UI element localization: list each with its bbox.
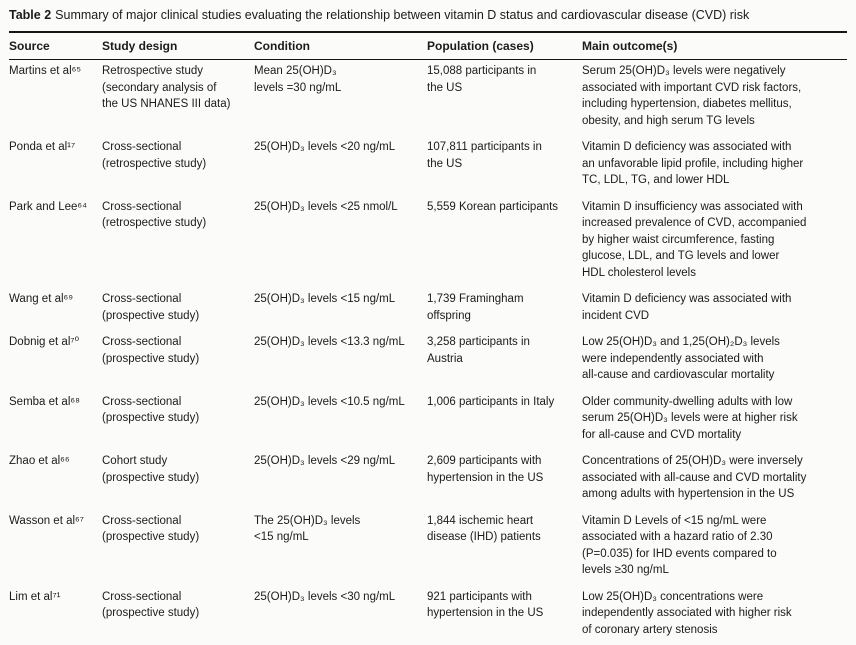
cell-outcome: Vitamin D Levels of <15 ng/mL were assoc…	[582, 510, 847, 586]
table-row: Ponda et al¹⁷ Cross-sectional (retrospec…	[9, 136, 847, 196]
cell-outcome: Low 25(OH)D₃ concentrations were indepen…	[582, 586, 847, 645]
table-row: Lim et al⁷¹ Cross-sectional (prospective…	[9, 586, 847, 645]
cell-source: Zhao et al⁶⁶	[9, 450, 102, 510]
cell-population: 3,258 participants in Austria	[427, 331, 582, 391]
table-row: Semba et al⁶⁸ Cross-sectional (prospecti…	[9, 391, 847, 451]
cell-outcome: Serum 25(OH)D₃ levels were negatively as…	[582, 60, 847, 137]
cell-outcome: Concentrations of 25(OH)D₃ were inversel…	[582, 450, 847, 510]
cell-design: Cross-sectional (prospective study)	[102, 510, 254, 586]
column-header-condition: Condition	[254, 32, 427, 60]
cell-source: Dobnig et al⁷⁰	[9, 331, 102, 391]
cell-population: 921 participants with hypertension in th…	[427, 586, 582, 645]
cell-source: Wang et al⁶⁹	[9, 288, 102, 331]
table-body: Martins et al⁶⁵ Retrospective study (sec…	[9, 60, 847, 645]
cell-outcome: Vitamin D insufficiency was associated w…	[582, 196, 847, 289]
cell-population: 1,739 Framingham offspring	[427, 288, 582, 331]
table-row: Dobnig et al⁷⁰ Cross-sectional (prospect…	[9, 331, 847, 391]
cell-design: Cross-sectional (retrospective study)	[102, 196, 254, 289]
cell-design: Cross-sectional (prospective study)	[102, 586, 254, 645]
cell-outcome: Vitamin D deficiency was associated with…	[582, 288, 847, 331]
cell-outcome: Vitamin D deficiency was associated with…	[582, 136, 847, 196]
cell-population: 107,811 participants in the US	[427, 136, 582, 196]
table-caption: Table 2 Summary of major clinical studies…	[9, 7, 847, 24]
cell-design: Cross-sectional (prospective study)	[102, 288, 254, 331]
cell-condition: 25(OH)D₃ levels <29 ng/mL	[254, 450, 427, 510]
header-row: Source Study design Condition Population…	[9, 32, 847, 60]
cell-condition: 25(OH)D₃ levels <10.5 ng/mL	[254, 391, 427, 451]
cell-population: 15,088 participants in the US	[427, 60, 582, 137]
column-header-study-design: Study design	[102, 32, 254, 60]
cell-source: Park and Lee⁶⁴	[9, 196, 102, 289]
cell-condition: The 25(OH)D₃ levels <15 ng/mL	[254, 510, 427, 586]
cell-condition: Mean 25(OH)D₃ levels =30 ng/mL	[254, 60, 427, 137]
cell-source: Semba et al⁶⁸	[9, 391, 102, 451]
cell-population: 5,559 Korean participants	[427, 196, 582, 289]
cell-design: Cross-sectional (prospective study)	[102, 391, 254, 451]
cell-design: Cohort study (prospective study)	[102, 450, 254, 510]
cell-source: Martins et al⁶⁵	[9, 60, 102, 137]
table-row: Park and Lee⁶⁴ Cross-sectional (retrospe…	[9, 196, 847, 289]
table-row: Wang et al⁶⁹ Cross-sectional (prospectiv…	[9, 288, 847, 331]
cell-source: Ponda et al¹⁷	[9, 136, 102, 196]
column-header-population: Population (cases)	[427, 32, 582, 60]
cell-design: Retrospective study (secondary analysis …	[102, 60, 254, 137]
table-row: Zhao et al⁶⁶ Cohort study (prospective s…	[9, 450, 847, 510]
table-caption-text: Summary of major clinical studies evalua…	[55, 8, 749, 22]
column-header-source: Source	[9, 32, 102, 60]
cell-population: 1,844 ischemic heart disease (IHD) patie…	[427, 510, 582, 586]
cell-design: Cross-sectional (retrospective study)	[102, 136, 254, 196]
cell-population: 1,006 participants in Italy	[427, 391, 582, 451]
clinical-studies-table: Source Study design Condition Population…	[9, 31, 847, 645]
table-header: Source Study design Condition Population…	[9, 32, 847, 60]
cell-condition: 25(OH)D₃ levels <30 ng/mL	[254, 586, 427, 645]
cell-source: Wasson et al⁶⁷	[9, 510, 102, 586]
cell-condition: 25(OH)D₃ levels <25 nmol/L	[254, 196, 427, 289]
table-row: Wasson et al⁶⁷ Cross-sectional (prospect…	[9, 510, 847, 586]
cell-design: Cross-sectional (prospective study)	[102, 331, 254, 391]
cell-condition: 25(OH)D₃ levels <20 ng/mL	[254, 136, 427, 196]
cell-outcome: Low 25(OH)D₃ and 1,25(OH)₂D₃ levels were…	[582, 331, 847, 391]
cell-outcome: Older community-dwelling adults with low…	[582, 391, 847, 451]
cell-condition: 25(OH)D₃ levels <13.3 ng/mL	[254, 331, 427, 391]
column-header-main-outcome: Main outcome(s)	[582, 32, 847, 60]
cell-source: Lim et al⁷¹	[9, 586, 102, 645]
cell-population: 2,609 participants with hypertension in …	[427, 450, 582, 510]
table-label: Table 2	[9, 8, 51, 22]
table-row: Martins et al⁶⁵ Retrospective study (sec…	[9, 60, 847, 137]
cell-condition: 25(OH)D₃ levels <15 ng/mL	[254, 288, 427, 331]
